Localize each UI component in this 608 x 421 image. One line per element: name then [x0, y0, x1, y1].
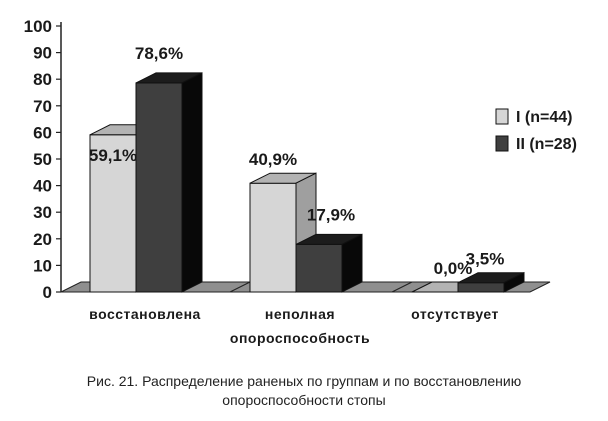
- category-label-line: восстановлена: [89, 306, 201, 322]
- y-tick-label: 80: [33, 70, 52, 89]
- bar-side: [341, 233, 363, 293]
- data-label: 40,9%: [249, 150, 297, 169]
- category-label: неполная опороспособность: [230, 306, 370, 346]
- y-tick-label: 0: [43, 283, 52, 302]
- data-labels: 59,1% 78,6% 40,9% 17,9% 0,0%3,5%: [89, 44, 504, 278]
- y-tick-label: 90: [33, 44, 52, 63]
- y-axis: 0 10 20 30 40 50 60 70 80 90 100: [24, 17, 62, 302]
- bar-side: [181, 72, 203, 293]
- category-label-line: отсутствует: [411, 306, 499, 322]
- floor-divider-2: [391, 281, 413, 293]
- legend-swatch: [495, 135, 509, 152]
- y-tick-label: 70: [33, 97, 52, 116]
- caption-line-2: опороспособности стопы: [222, 392, 386, 408]
- legend-swatch: [495, 108, 509, 125]
- category-labels: восстановлена неполная опороспособность отс…: [89, 306, 499, 346]
- bar: [457, 271, 525, 293]
- data-label: 17,9%: [307, 205, 355, 224]
- y-tick-label: 60: [33, 123, 52, 142]
- caption-line-1: Рис. 21. Распределение раненых по группа…: [86, 373, 522, 389]
- y-tick-label: 10: [33, 256, 52, 275]
- legend-entry: I (n=44): [516, 109, 572, 126]
- category-label-line: неполная: [265, 306, 335, 322]
- bar-front: [295, 243, 343, 293]
- bars: [89, 72, 525, 293]
- bar: [295, 233, 363, 293]
- category-label: восстановлена: [89, 306, 201, 322]
- data-label: 0,0%: [434, 259, 473, 278]
- legend: I (n=44) II (n=28): [495, 108, 577, 153]
- figure-caption: Рис. 21. Распределение раненых по группа…: [0, 372, 608, 410]
- y-tick-label: 100: [24, 17, 52, 36]
- y-tick-label: 20: [33, 230, 52, 249]
- data-label: 78,6%: [135, 44, 183, 63]
- y-tick-label: 40: [33, 177, 52, 196]
- data-label: 59,1%: [89, 146, 137, 165]
- legend-entry: II (n=28): [516, 136, 577, 153]
- bar-front: [135, 82, 183, 293]
- bar-front: [457, 282, 505, 293]
- data-label: 3,5%: [466, 250, 505, 269]
- bar: [135, 72, 203, 293]
- y-tick-label: 30: [33, 203, 52, 222]
- category-label: отсутствует: [411, 306, 499, 322]
- category-label-line: опороспособность: [230, 330, 370, 346]
- floor-divider-1: [229, 281, 251, 293]
- bar-front: [249, 182, 297, 293]
- bar-side: [503, 271, 525, 293]
- y-tick-label: 50: [33, 150, 52, 169]
- bar-chart: 0 10 20 30 40 50 60 70 80 90 100 59,1% 78,6% 40,9% 17…: [24, 17, 577, 346]
